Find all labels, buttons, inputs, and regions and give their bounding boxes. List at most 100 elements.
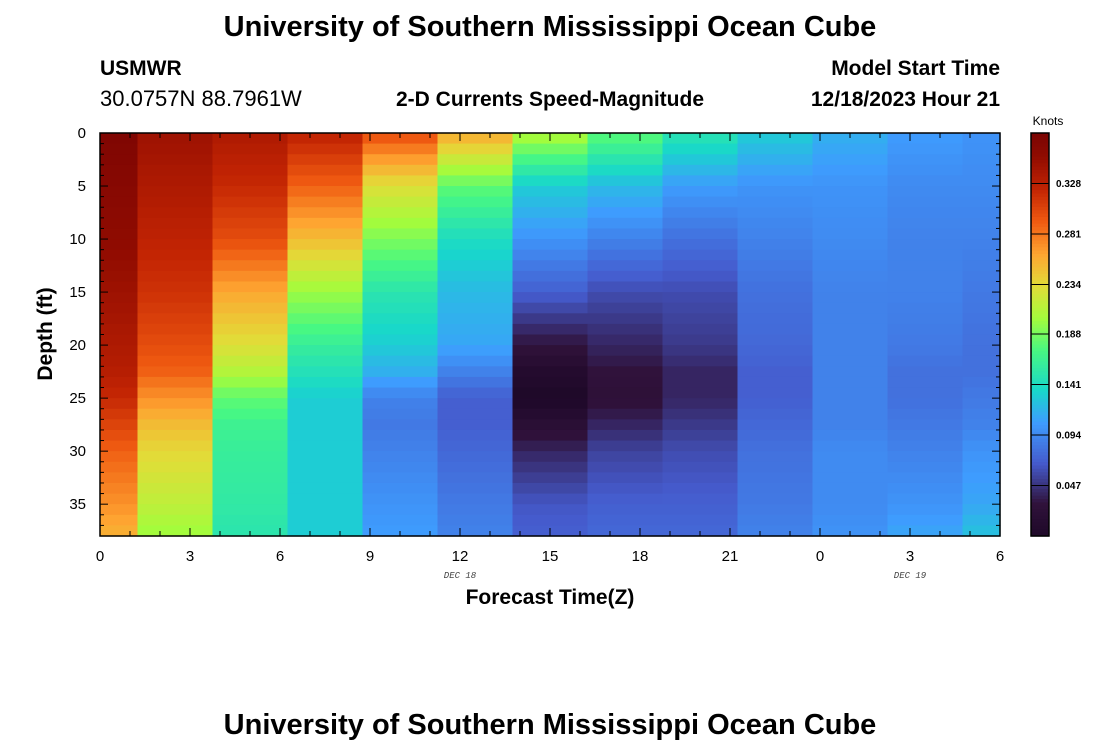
heatmap-cell bbox=[662, 313, 739, 325]
heatmap-cell bbox=[287, 472, 364, 484]
heatmap-cell bbox=[737, 493, 814, 505]
colorbar-segment bbox=[1031, 139, 1049, 144]
heatmap-cell bbox=[587, 143, 664, 155]
heatmap-cell bbox=[962, 345, 1001, 357]
heatmap-cell bbox=[662, 345, 739, 357]
heatmap-cell bbox=[437, 313, 514, 325]
heatmap-cell bbox=[137, 260, 214, 272]
heatmap-cell bbox=[212, 493, 289, 505]
heatmap-cell bbox=[887, 143, 964, 155]
heatmap-cell bbox=[812, 345, 889, 357]
heatmap-cell bbox=[887, 472, 964, 484]
heatmap-cell bbox=[812, 429, 889, 442]
heatmap-cell bbox=[587, 260, 664, 272]
heatmap-cell bbox=[100, 387, 139, 399]
heatmap-cell bbox=[737, 472, 814, 484]
heatmap-cell bbox=[812, 408, 889, 420]
heatmap-cell bbox=[362, 323, 439, 336]
heatmap-cell bbox=[212, 281, 289, 293]
colorbar-segment bbox=[1031, 418, 1049, 423]
colorbar-segment bbox=[1031, 250, 1049, 255]
heatmap-cell bbox=[212, 175, 289, 187]
heatmap-cell bbox=[812, 525, 889, 537]
colorbar-segment bbox=[1031, 384, 1049, 389]
colorbar-segment bbox=[1031, 358, 1049, 362]
heatmap-cell bbox=[287, 249, 364, 261]
heatmap-cell bbox=[587, 461, 664, 473]
heatmap-cell bbox=[812, 398, 889, 410]
heatmap-cell bbox=[962, 249, 1001, 261]
heatmap-cell bbox=[587, 217, 664, 230]
heatmap-cell bbox=[887, 419, 964, 431]
heatmap-cell bbox=[100, 154, 139, 166]
heatmap-cell bbox=[662, 398, 739, 410]
heatmap-cell bbox=[587, 228, 664, 240]
heatmap-cell bbox=[887, 355, 964, 367]
heatmap-cell bbox=[100, 398, 139, 410]
heatmap-cell bbox=[137, 366, 214, 378]
heatmap-cell bbox=[212, 196, 289, 208]
heatmap-cell bbox=[100, 514, 139, 526]
heatmap-cell bbox=[212, 154, 289, 166]
heatmap-cell bbox=[512, 249, 589, 261]
colorbar-segment bbox=[1031, 190, 1049, 195]
heatmap-cell bbox=[662, 133, 739, 145]
heatmap-cell bbox=[137, 196, 214, 208]
heatmap-cell bbox=[212, 313, 289, 325]
heatmap-cell bbox=[137, 133, 214, 145]
colorbar-segment bbox=[1031, 448, 1049, 453]
heatmap-cell bbox=[100, 419, 139, 431]
colorbar-segment bbox=[1031, 143, 1049, 148]
heatmap-cell bbox=[512, 345, 589, 357]
heatmap-cell bbox=[437, 419, 514, 431]
colorbar-segment bbox=[1031, 381, 1049, 386]
heatmap-cell bbox=[587, 292, 664, 304]
heatmap-cell bbox=[100, 323, 139, 336]
colorbar-segment bbox=[1031, 388, 1049, 393]
heatmap-cell bbox=[137, 164, 214, 177]
heatmap-cell bbox=[812, 355, 889, 367]
heatmap-cell bbox=[662, 239, 739, 251]
heatmap-cell bbox=[887, 260, 964, 272]
colorbar-segment bbox=[1031, 492, 1049, 497]
colorbar-segment bbox=[1031, 196, 1049, 201]
heatmap-cell bbox=[737, 143, 814, 155]
heatmap-cell bbox=[887, 345, 964, 357]
colorbar-segment bbox=[1031, 166, 1049, 171]
heatmap-cell bbox=[212, 207, 289, 219]
heatmap-cell bbox=[287, 154, 364, 166]
heatmap-cell bbox=[137, 408, 214, 420]
heatmap-cell bbox=[137, 482, 214, 495]
heatmap-cell bbox=[137, 398, 214, 410]
heatmap-cell bbox=[212, 398, 289, 410]
heatmap-cell bbox=[212, 355, 289, 367]
heatmap-cell bbox=[812, 292, 889, 304]
heatmap-cell bbox=[362, 366, 439, 378]
heatmap-cell bbox=[887, 313, 964, 325]
heatmap-cell bbox=[362, 472, 439, 484]
heatmap-cell bbox=[737, 514, 814, 526]
footer-title: University of Southern Mississippi Ocean… bbox=[224, 709, 877, 741]
heatmap-cell bbox=[887, 482, 964, 495]
heatmap-cell bbox=[100, 493, 139, 505]
colorbar-segment bbox=[1031, 391, 1049, 396]
colorbar-segment bbox=[1031, 519, 1049, 524]
heatmap-cell bbox=[437, 217, 514, 230]
heatmap-cell bbox=[962, 239, 1001, 251]
heatmap-cell bbox=[512, 228, 589, 240]
heatmap-cell bbox=[437, 387, 514, 399]
heatmap-cell bbox=[362, 493, 439, 505]
heatmap-cell bbox=[512, 239, 589, 251]
colorbar-segment bbox=[1031, 532, 1049, 537]
heatmap-cell bbox=[287, 281, 364, 293]
heatmap-cell bbox=[437, 504, 514, 516]
heatmap-cell bbox=[212, 482, 289, 495]
heatmap-cell bbox=[662, 270, 739, 283]
heatmap-cell bbox=[737, 345, 814, 357]
heatmap-cell bbox=[437, 270, 514, 283]
heatmap-cell bbox=[287, 419, 364, 431]
colorbar-segment bbox=[1031, 260, 1049, 265]
heatmap-cell bbox=[437, 398, 514, 410]
heatmap-cell bbox=[887, 207, 964, 219]
heatmap-cell bbox=[287, 196, 364, 208]
